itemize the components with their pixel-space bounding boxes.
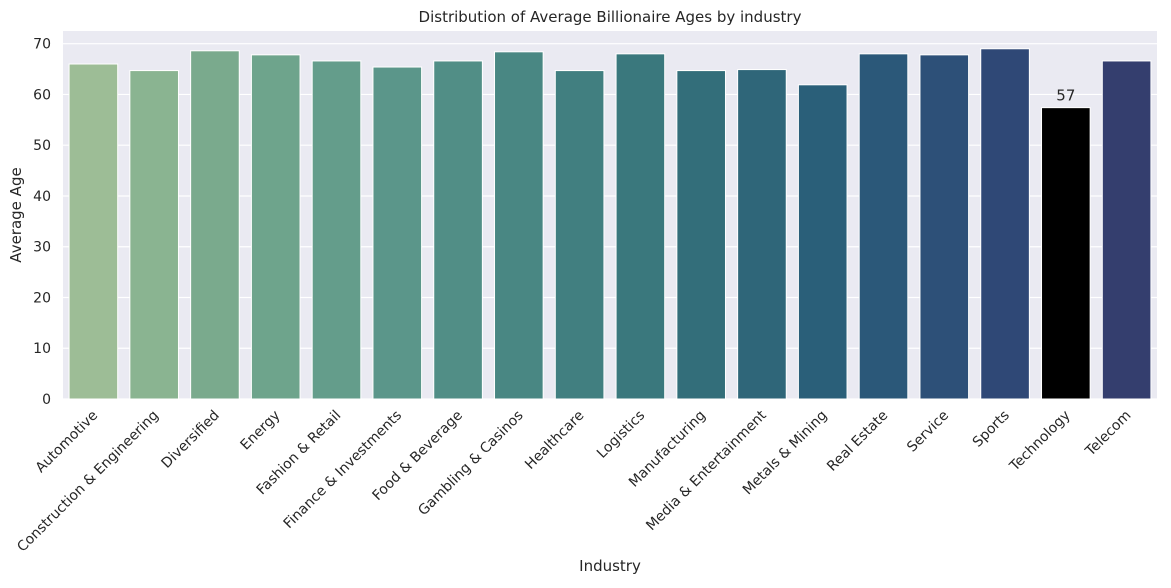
x-tick-label: Real Estate <box>824 408 891 475</box>
bar-automotive <box>68 63 119 400</box>
bar-logistics <box>615 53 666 400</box>
x-tick-label: Logistics <box>594 408 648 462</box>
bar-service <box>919 54 970 400</box>
y-axis-label: Average Age <box>7 167 25 262</box>
bar-telecom <box>1101 60 1152 400</box>
bar-gambling-casinos <box>494 51 544 400</box>
bar-manufacturing <box>676 70 726 400</box>
x-tick-label: Service <box>904 408 952 456</box>
x-tick-label: Healthcare <box>522 408 587 473</box>
x-tick-label: Sports <box>970 408 1013 451</box>
x-tick-label: Telecom <box>1082 408 1134 460</box>
plot-background <box>63 31 1157 399</box>
x-tick-label: Gambling & Casinos <box>415 408 526 519</box>
x-tick-label: Media & Entertainment <box>643 407 770 534</box>
annotations: 57 <box>1056 87 1075 105</box>
y-tick-label: 0 <box>42 392 51 408</box>
bar-healthcare <box>554 70 605 400</box>
y-tick-label: 30 <box>33 240 51 256</box>
data-label: 57 <box>1056 87 1075 105</box>
y-tick-label: 70 <box>33 37 51 53</box>
bar-metals-mining <box>797 84 848 400</box>
bar-fashion-retail <box>311 60 362 400</box>
bar-technology <box>1041 107 1091 400</box>
x-tick-label: Diversified <box>159 408 223 472</box>
x-tick-label: Energy <box>238 408 284 454</box>
bar-media-entertainment <box>737 69 787 400</box>
y-tick-label: 60 <box>33 87 51 103</box>
bars <box>68 48 1152 400</box>
y-tick-label: 10 <box>33 341 51 357</box>
x-tick-label: Automotive <box>33 408 102 477</box>
bar-real-estate <box>858 53 909 400</box>
x-tick-label: Finance & Investments <box>281 408 405 532</box>
gridlines <box>63 43 1157 400</box>
bar-food-beverage <box>433 60 483 400</box>
x-tick-label: Technology <box>1006 408 1073 475</box>
y-tick-label: 50 <box>33 138 51 154</box>
y-tick-labels: 0 10 20 30 40 50 60 70 <box>33 37 51 408</box>
x-axis-label: Industry <box>579 557 641 575</box>
bar-sports <box>980 48 1030 400</box>
y-tick-label: 40 <box>33 189 51 205</box>
bar-energy <box>250 54 301 400</box>
bar-construction-engineering <box>129 70 179 400</box>
y-tick-label: 20 <box>33 290 51 306</box>
chart-title: Distribution of Average Billionaire Ages… <box>419 8 802 26</box>
bar-diversified <box>190 50 240 400</box>
bar-finance-investments <box>372 66 423 400</box>
